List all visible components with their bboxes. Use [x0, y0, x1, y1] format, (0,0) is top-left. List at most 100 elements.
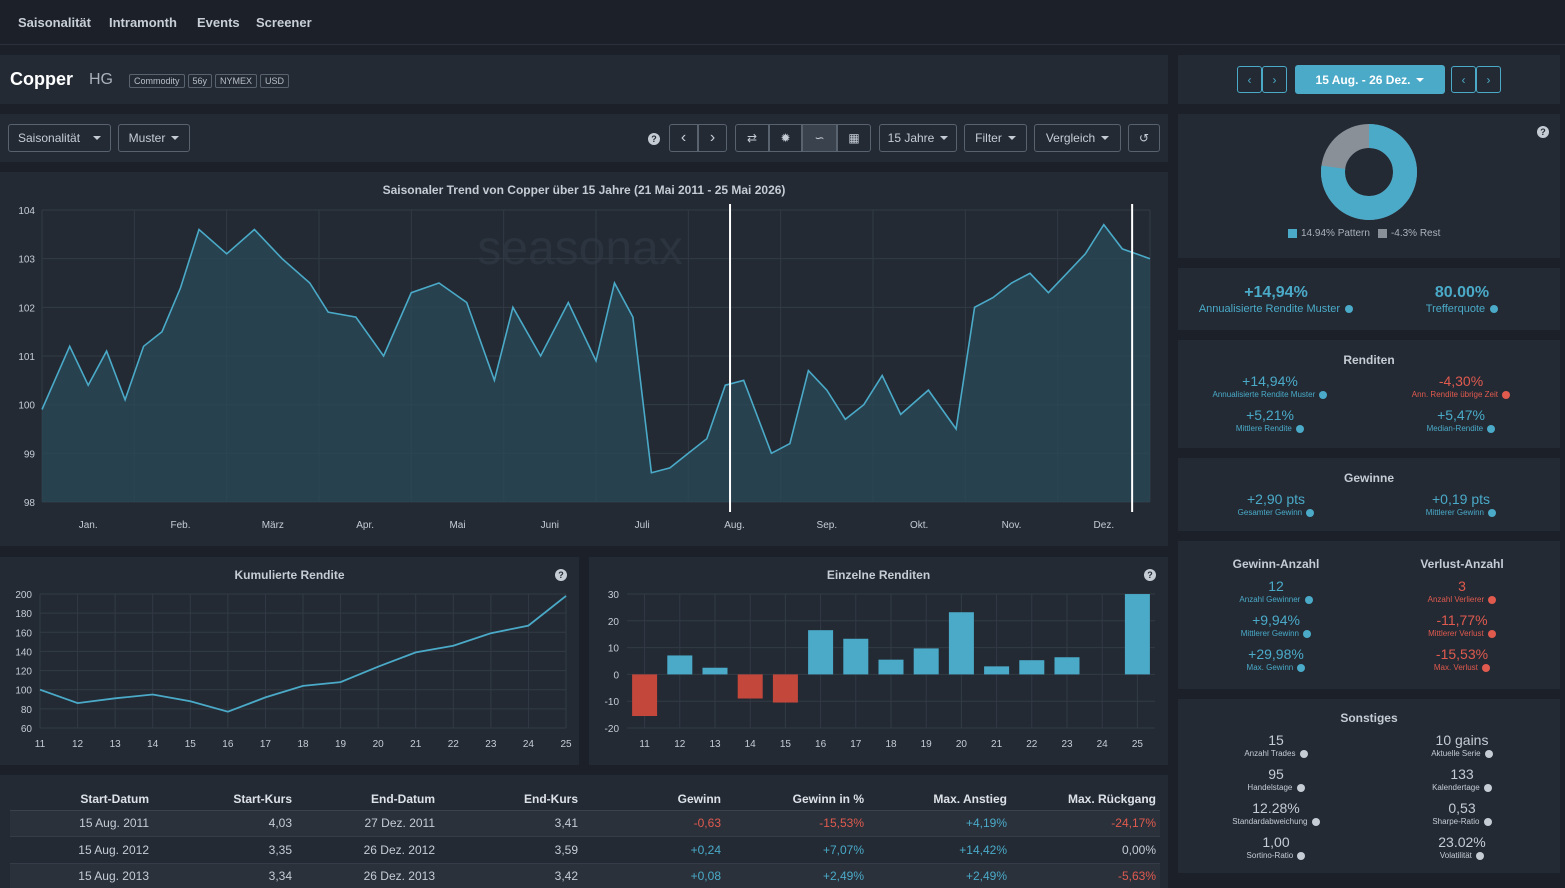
next-button[interactable]: ›	[698, 124, 727, 152]
help-icon[interactable]	[1299, 749, 1308, 758]
x-tick-label: 14	[147, 739, 159, 750]
x-tick-label: 16	[815, 739, 827, 750]
help-icon[interactable]	[1476, 851, 1485, 860]
help-icon[interactable]	[1482, 663, 1491, 672]
table-row[interactable]: 15 Aug. 2011 4,03 27 Dez. 2011 3,41 -0,6…	[10, 810, 1160, 837]
help-icon[interactable]: ?	[1144, 569, 1156, 581]
x-tick-label: 13	[110, 739, 122, 750]
x-tick-label: 19	[921, 739, 933, 750]
help-icon[interactable]	[1297, 851, 1306, 860]
calendar-button[interactable]: ▦	[837, 124, 871, 152]
bug-button[interactable]: ✹	[769, 124, 802, 152]
x-tick-label: 11	[35, 739, 46, 750]
range-prev-start-button[interactable]: ‹	[1237, 66, 1262, 93]
help-icon[interactable]	[1483, 783, 1492, 792]
range-next-end-button[interactable]: ›	[1476, 66, 1501, 93]
mode-dropdown[interactable]: Saisonalität	[8, 124, 111, 152]
nav-intramonth[interactable]: Intramonth	[109, 15, 177, 30]
compare-dropdown[interactable]: Vergleich	[1034, 124, 1121, 152]
help-icon[interactable]	[1487, 424, 1496, 433]
help-icon[interactable]	[1502, 390, 1511, 399]
help-icon[interactable]	[1296, 783, 1305, 792]
return-bar	[632, 674, 658, 717]
help-icon[interactable]	[1297, 663, 1306, 672]
nav-screener[interactable]: Screener	[256, 15, 312, 30]
cumulative-chart-title: Kumulierte Rendite	[234, 568, 345, 582]
legend-pattern: 14.94% Pattern	[1288, 228, 1370, 239]
stat-item: +5,21% Mittlere Rendite	[1178, 407, 1362, 433]
watermark: seasonax	[477, 222, 682, 275]
y-tick-label: 101	[18, 352, 35, 363]
stat-item: 133 Kalendertage	[1364, 766, 1560, 792]
return-bar	[878, 659, 904, 675]
years-dropdown[interactable]: 15 Jahre	[879, 124, 957, 152]
help-icon[interactable]	[1488, 508, 1497, 517]
cumulative-chart-panel: Kumulierte Rendite ? 60 80 100 120 140 160 180…	[0, 557, 579, 765]
table-row[interactable]: 15 Aug. 2013 3,34 26 Dez. 2013 3,42 +0,0…	[10, 863, 1160, 888]
line-chart-button[interactable]: ∽	[802, 124, 837, 152]
cell-max-rise: +4,19%	[868, 810, 1011, 837]
swap-button[interactable]: ⇄	[735, 124, 769, 152]
col-start-price[interactable]: Start-Kurs	[153, 788, 296, 811]
return-bar	[667, 655, 693, 675]
x-tick-label: Apr.	[356, 520, 374, 531]
x-tick-label: Feb.	[170, 520, 190, 531]
range-dropdown[interactable]: 15 Aug. - 26 Dez.	[1295, 65, 1445, 94]
help-icon[interactable]	[1487, 629, 1496, 638]
help-icon[interactable]	[1296, 424, 1305, 433]
x-tick-label: 11	[639, 739, 650, 750]
cell-max-drawdown: -24,17%	[1011, 810, 1160, 837]
return-bar	[948, 612, 974, 675]
col-max-drawdown[interactable]: Max. Rückgang	[1011, 788, 1160, 811]
instrument-tags: Commodity 56y NYMEX USD	[129, 71, 292, 89]
help-icon[interactable]	[1484, 749, 1493, 758]
chevron-left-icon: ‹	[680, 129, 687, 146]
help-icon[interactable]	[1345, 305, 1354, 314]
help-icon[interactable]	[1319, 390, 1328, 399]
x-tick-label: 20	[956, 739, 968, 750]
x-tick-label: 21	[410, 739, 422, 750]
range-prev-end-button[interactable]: ‹	[1451, 66, 1476, 93]
nav-events[interactable]: Events	[197, 15, 240, 30]
seasonal-chart[interactable]: seasonax 98 99 100 101 102 103 104 Jan. Feb. März A…	[0, 172, 1168, 546]
chevron-right-icon: ›	[1272, 72, 1277, 87]
pattern-label: Muster	[128, 131, 166, 145]
reset-button[interactable]: ↺	[1128, 124, 1160, 152]
y-tick-label: 80	[21, 705, 33, 716]
cumulative-chart[interactable]: 60 80 100 120 140 160 180 200 11 12 13 14 15 16 17 18 19…	[0, 557, 579, 765]
help-icon[interactable]	[1303, 629, 1312, 638]
filter-dropdown[interactable]: Filter	[964, 124, 1027, 152]
help-icon[interactable]	[1311, 817, 1320, 826]
col-end-price[interactable]: End-Kurs	[439, 788, 582, 811]
y-tick-label: 160	[15, 628, 32, 639]
stat-item: 23.02% Volatilität	[1438, 834, 1486, 860]
help-icon[interactable]	[1490, 305, 1499, 314]
help-icon[interactable]: ?	[648, 133, 660, 145]
stat-item: 12.28% Standardabweichung	[1178, 800, 1374, 826]
help-icon[interactable]: ?	[1537, 126, 1549, 138]
x-tick-label: 18	[297, 739, 309, 750]
range-next-start-button[interactable]: ›	[1262, 66, 1287, 93]
table-row[interactable]: 15 Aug. 2012 3,35 26 Dez. 2012 3,59 +0,2…	[10, 836, 1160, 864]
help-icon[interactable]	[1483, 817, 1492, 826]
help-icon[interactable]	[1304, 595, 1313, 604]
returns-chart[interactable]: -20 -10 0 10 20 30 11 12 13 14 15 16 17 18 19 20 21 22 23 2…	[589, 557, 1168, 765]
col-gain[interactable]: Gewinn	[582, 788, 725, 811]
cell-end-date: 26 Dez. 2013	[296, 863, 439, 888]
line-chart-icon: ∽	[814, 131, 825, 145]
help-icon[interactable]: ?	[555, 569, 567, 581]
help-icon[interactable]	[1488, 595, 1497, 604]
donut-pattern-segment	[1321, 124, 1417, 220]
nav-saisonalitaet[interactable]: Saisonalität	[18, 15, 91, 30]
prev-button[interactable]: ‹	[669, 124, 698, 152]
col-start-date[interactable]: Start-Datum	[10, 788, 153, 811]
col-gain-pct[interactable]: Gewinn in %	[725, 788, 868, 811]
col-end-date[interactable]: End-Datum	[296, 788, 439, 811]
pattern-donut-chart[interactable]	[1178, 114, 1560, 258]
help-icon[interactable]	[1306, 508, 1315, 517]
col-max-rise[interactable]: Max. Anstieg	[868, 788, 1011, 811]
x-tick-label: Nov.	[1002, 520, 1022, 531]
cell-start-price: 3,35	[153, 836, 296, 864]
pattern-dropdown[interactable]: Muster	[118, 124, 190, 152]
x-tick-label: 22	[448, 739, 460, 750]
